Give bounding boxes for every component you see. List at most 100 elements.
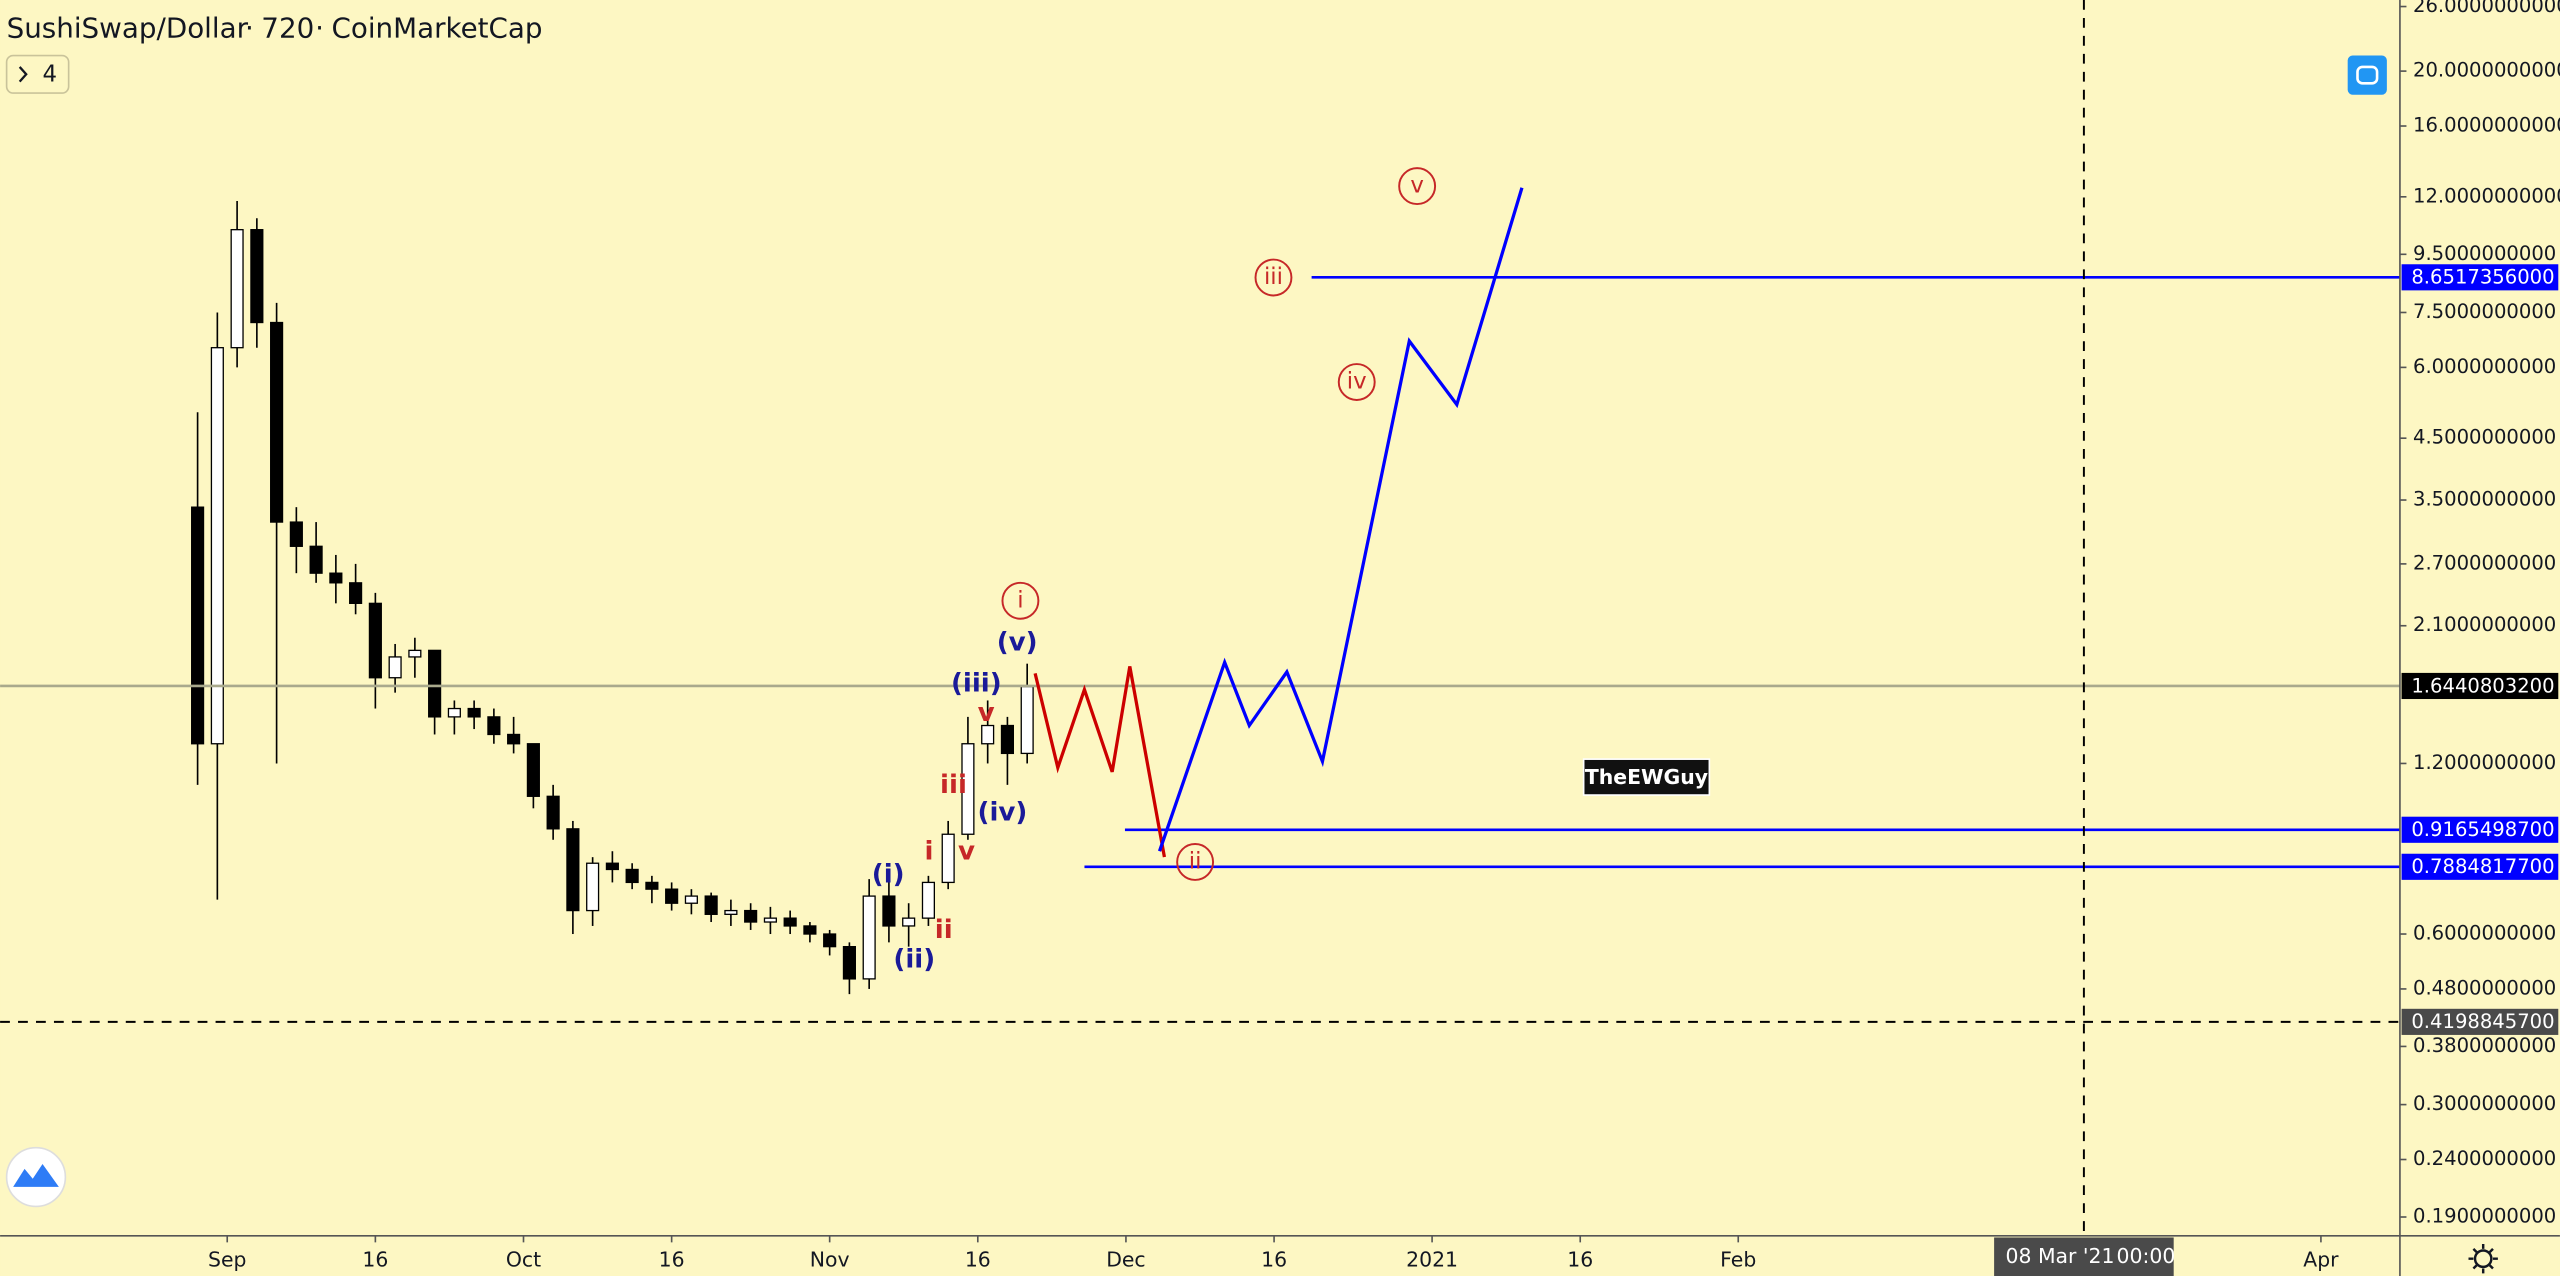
- wave-label: iii: [1264, 264, 1283, 290]
- candle-body: [645, 881, 659, 890]
- candle-body: [862, 895, 876, 980]
- wave-label: ii: [935, 915, 953, 945]
- annotation-circle: [1398, 167, 1437, 206]
- y-tick-label: 7.5000000000: [2413, 300, 2556, 323]
- candle-body: [763, 917, 777, 923]
- crosshair-time: 00:00: [2117, 1244, 2176, 1268]
- signature: TheEWGuy: [1582, 758, 1711, 796]
- y-tick-label: 0.6000000000: [2413, 922, 2556, 945]
- candle-body: [842, 945, 856, 980]
- logo-button[interactable]: [5, 1146, 67, 1208]
- price-label-bg: [2401, 264, 2559, 291]
- candle-body: [1000, 724, 1015, 755]
- candle-body: [368, 602, 382, 679]
- candle-body: [783, 917, 797, 927]
- chevron-icon: [18, 66, 28, 83]
- x-tick-label: 16: [362, 1247, 388, 1271]
- wave-label: (ii): [893, 944, 935, 974]
- x-tick-label: 16: [965, 1247, 991, 1271]
- x-tick-label: Nov: [810, 1247, 850, 1271]
- candle-body: [605, 862, 619, 871]
- crosshair-label-bg: [1994, 1237, 2174, 1276]
- sync-button[interactable]: [2347, 55, 2387, 95]
- candle-body: [625, 868, 639, 884]
- candle-body: [981, 724, 995, 745]
- y-tick-label: 16.0000000000: [2413, 114, 2560, 137]
- candle-body: [961, 743, 975, 835]
- candle-body: [191, 506, 205, 745]
- x-tick-label: Dec: [1106, 1247, 1145, 1271]
- wave-label: (i): [872, 860, 905, 890]
- annotation-circle: [1337, 363, 1376, 401]
- gear-icon[interactable]: [2473, 1249, 2493, 1269]
- y-tick-label: 0.1900000000: [2413, 1205, 2556, 1228]
- wave-label: (iv): [978, 798, 1028, 828]
- candle-body: [882, 895, 896, 927]
- y-tick-label: 26.0000000000: [2413, 0, 2560, 17]
- candle-body: [684, 895, 698, 904]
- signature-box: [1582, 758, 1711, 796]
- interval: 720: [261, 11, 314, 44]
- sync-button-bg[interactable]: [2347, 55, 2387, 95]
- settings-button[interactable]: [2468, 1244, 2498, 1274]
- price-label-bg: [2401, 853, 2559, 880]
- x-tick-label: 16: [659, 1247, 685, 1271]
- data-source: CoinMarketCap: [331, 11, 542, 44]
- candle-body: [428, 649, 442, 718]
- candle-body: [467, 707, 481, 718]
- candle-body: [724, 909, 738, 915]
- separator: ·: [315, 11, 324, 44]
- price-label: 0.4198845700: [2411, 1010, 2554, 1033]
- y-tick-label: 4.5000000000: [2413, 426, 2556, 449]
- annotation-circle: [1001, 581, 1040, 620]
- y-tick-label: 6.0000000000: [2413, 355, 2556, 378]
- candle-body: [230, 229, 244, 349]
- y-tick-label: 0.2400000000: [2413, 1147, 2556, 1170]
- candle-body: [526, 743, 540, 797]
- candle-body: [507, 733, 521, 745]
- y-tick-label: 2.1000000000: [2413, 613, 2556, 636]
- candle-body: [309, 545, 323, 574]
- price-label: 8.6517356000: [2411, 266, 2554, 289]
- wave-label: (iii): [951, 669, 1002, 699]
- x-tick-label: Apr: [2303, 1247, 2339, 1271]
- y-tick-label: 9.5000000000: [2413, 242, 2556, 265]
- y-tick-label: 1.2000000000: [2413, 751, 2556, 774]
- y-tick-label: 20.0000000000: [2413, 59, 2560, 82]
- x-tick-label: 16: [1261, 1247, 1287, 1271]
- wave-label: (v): [997, 628, 1038, 658]
- candle-body: [586, 862, 600, 912]
- wave-label: iii: [940, 770, 967, 800]
- candle-body: [250, 229, 264, 324]
- sync-icon: [2356, 65, 2379, 85]
- logo-icon: [13, 1164, 59, 1187]
- candle-body: [902, 917, 916, 927]
- candle-body: [329, 572, 343, 584]
- projection-path: [1157, 187, 1524, 852]
- wave-label: i: [1017, 587, 1023, 613]
- wave-label: v: [978, 698, 995, 728]
- candle-body: [921, 881, 935, 919]
- wave-label: ii: [1189, 848, 1202, 874]
- annotation-circle: [1176, 843, 1215, 881]
- candle-body: [408, 649, 422, 658]
- candle-body: [546, 795, 560, 830]
- candle-body: [566, 828, 580, 912]
- wave-label: i: [925, 837, 934, 867]
- crosshair-date: 08 Mar '21: [2006, 1244, 2115, 1268]
- candle-body: [1020, 685, 1034, 755]
- toggle-button[interactable]: [5, 54, 70, 94]
- indicator-count: 4: [43, 62, 58, 88]
- indicator-toggle[interactable]: 4: [5, 54, 70, 94]
- projection-path: [1033, 666, 1167, 858]
- price-label: 1.6440803200: [2411, 674, 2554, 697]
- gear-teeth: [2468, 1244, 2498, 1274]
- x-tick-label: Feb: [1720, 1247, 1756, 1271]
- plot-area: [0, 0, 2400, 1236]
- candle-body: [665, 888, 679, 904]
- candle-body: [704, 895, 718, 915]
- candle-body: [487, 716, 501, 736]
